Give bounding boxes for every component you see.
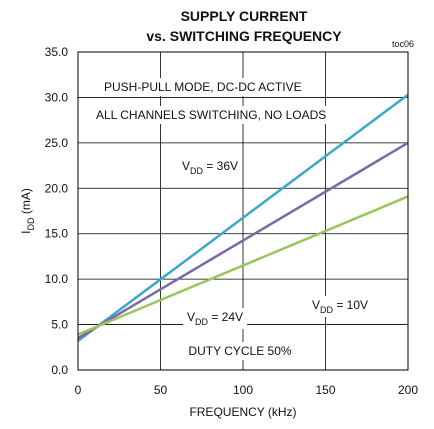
annotation-bg — [307, 296, 373, 317]
x-tick-label: 200 — [398, 383, 418, 397]
y-axis-label-text: I — [19, 230, 33, 233]
annotation-bg — [100, 78, 306, 96]
x-axis-label: FREQUENCY (kHz) — [189, 405, 296, 419]
y-tick-label: 30.0 — [45, 90, 69, 104]
y-axis-label-after: (mA) — [19, 188, 33, 217]
y-tick-label: 35.0 — [45, 45, 69, 59]
x-tick-label: 0 — [75, 383, 82, 397]
annotation-text: V — [312, 298, 320, 312]
annotation: PUSH-PULL MODE, DC-DC ACTIVE — [104, 80, 302, 94]
y-tick-label: 25.0 — [45, 136, 69, 150]
figure-id: toc06 — [392, 39, 414, 49]
annotation-after: = 10V — [333, 298, 368, 312]
chart-title: vs. SWITCHING FREQUENCY — [146, 28, 342, 44]
annotation-text: DUTY CYCLE 50% — [188, 344, 291, 358]
annotation: VDD = 24V — [187, 310, 243, 327]
annotation-text: PUSH-PULL MODE, DC-DC ACTIVE — [104, 80, 302, 94]
annotation-text: V — [182, 159, 190, 173]
x-tick-label: 150 — [315, 383, 335, 397]
x-tick-label: 50 — [154, 383, 168, 397]
annotation-text: ALL CHANNELS SWITCHING, NO LOADS — [96, 108, 326, 122]
annotation: VDD = 10V — [312, 298, 368, 315]
chart-title: SUPPLY CURRENT — [181, 8, 308, 24]
annotation-sub: DD — [190, 166, 203, 176]
series-line — [77, 195, 409, 336]
y-axis-label-sub: DD — [26, 217, 36, 230]
y-axis-label: IDD (mA) — [19, 188, 36, 234]
annotation-after: = 24V — [208, 310, 243, 324]
series-line — [77, 93, 409, 342]
annotation-sub: DD — [195, 317, 208, 327]
y-tick-label: 15.0 — [45, 227, 69, 241]
annotation-bg — [92, 106, 331, 124]
y-tick-label: 0.0 — [51, 363, 68, 377]
y-tick-label: 5.0 — [51, 318, 68, 332]
annotation: ALL CHANNELS SWITCHING, NO LOADS — [96, 108, 326, 122]
y-tick-label: 10.0 — [45, 272, 69, 286]
annotation-bg — [182, 308, 248, 329]
y-tick-label: 20.0 — [45, 181, 69, 195]
annotation-after: = 36V — [203, 159, 238, 173]
plot-border — [77, 51, 409, 371]
annotation-bg — [184, 342, 296, 360]
annotation-bg — [177, 157, 243, 178]
annotation-sub: DD — [320, 305, 333, 315]
annotation-text: V — [187, 310, 195, 324]
annotation: DUTY CYCLE 50% — [188, 344, 291, 358]
series-line — [77, 141, 409, 340]
annotation: VDD = 36V — [182, 159, 238, 176]
x-tick-label: 100 — [233, 383, 253, 397]
